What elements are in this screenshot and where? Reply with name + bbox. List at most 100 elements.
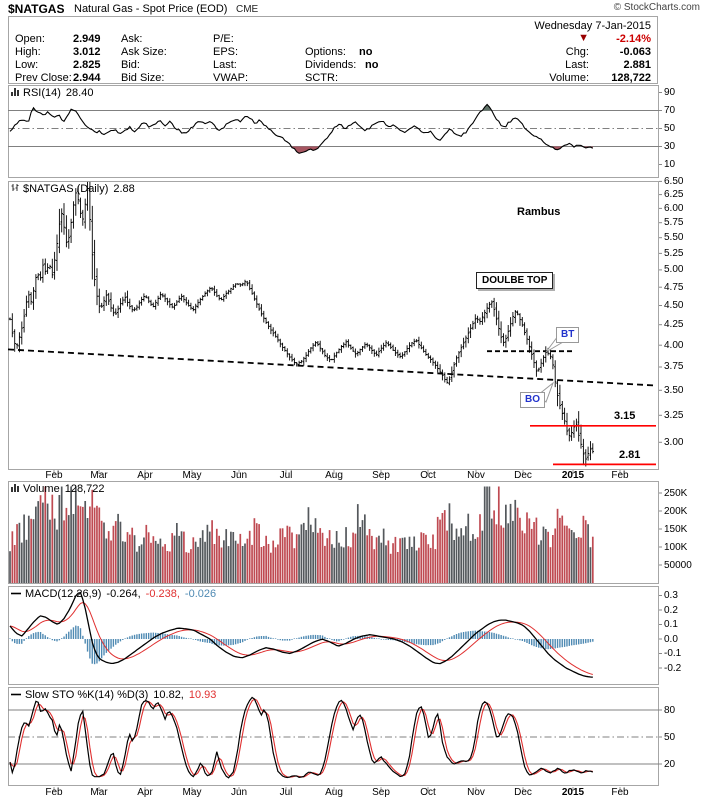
header-last-label: Last: xyxy=(565,59,589,71)
x-axis-label: Aug xyxy=(325,470,343,481)
y-axis-label: 6.50 xyxy=(664,175,684,187)
x-axis-label: Oct xyxy=(420,470,436,481)
x-axis-label: Apr xyxy=(137,470,153,481)
volume-title: Volume xyxy=(23,483,60,495)
x-axis-label: 2015 xyxy=(561,470,585,481)
stochastic-label-row: Slow STO %K(14) %D(3) 10.82, 10.93 xyxy=(11,689,216,701)
x-axis-label: Nov xyxy=(467,787,485,798)
y-axis-label: 0.2 xyxy=(664,604,678,616)
ask-label: Ask: xyxy=(121,33,143,45)
sto-d-value: 10.93 xyxy=(188,689,217,701)
y-axis-label: 20 xyxy=(664,758,676,770)
y-axis-label: 150K xyxy=(664,523,688,535)
macd-hist-value: -0.026 xyxy=(184,588,217,600)
y-axis-label: 3.00 xyxy=(664,436,684,448)
y-axis-label: 50 xyxy=(664,123,676,134)
x-axis-label: Jul xyxy=(279,470,293,481)
low-value: 2.825 xyxy=(73,59,101,71)
sto-title: Slow STO %K(14) %D(3) xyxy=(25,689,149,701)
y-axis-label: 3.25 xyxy=(664,409,684,421)
x-axis-label: Sep xyxy=(372,470,390,481)
header-volume-value: 128,722 xyxy=(611,72,651,84)
x-axis-label: Feb xyxy=(45,787,63,798)
x-axis: Feb Mar Apr May Jun Jul Aug Sep Oct Nov Dec 2015 Feb xyxy=(0,786,704,798)
x-axis-label: Sep xyxy=(372,787,390,798)
y-axis-label: 4.75 xyxy=(664,281,684,293)
pe-label: P/E: xyxy=(213,33,234,45)
y-axis-label: 3.75 xyxy=(664,361,684,373)
x-axis-label: Mar xyxy=(90,470,108,481)
sctr-label: SCTR: xyxy=(305,72,338,84)
volume-panel xyxy=(8,481,659,584)
y-axis-label: 5.25 xyxy=(664,247,684,259)
y-axis-label: 200K xyxy=(664,505,688,517)
last-label: Last: xyxy=(213,59,237,71)
macd-signal-value: -0.238, xyxy=(145,588,180,600)
ask-size-label: Ask Size: xyxy=(121,46,167,58)
ticker-description: Natural Gas - Spot Price (EOD) xyxy=(74,3,228,15)
y-axis-label: 6.00 xyxy=(664,202,684,214)
line-style-icon xyxy=(11,689,22,701)
x-axis-label: 2015 xyxy=(561,787,585,798)
support-level-label: 3.15 xyxy=(614,410,636,422)
chg-value: -0.063 xyxy=(619,46,651,58)
x-axis-label: Jun xyxy=(230,470,248,481)
x-axis-label: Dec xyxy=(514,787,532,798)
options-value: no xyxy=(359,46,373,58)
chg-label: Chg: xyxy=(565,46,589,58)
x-axis-label: Mar xyxy=(90,787,108,798)
y-axis-label: 10 xyxy=(664,159,676,170)
options-label: Options: xyxy=(305,46,346,58)
bar-chart-icon xyxy=(11,483,20,495)
copyright: © StockCharts.com xyxy=(613,2,700,13)
price-title: $NATGAS (Daily) xyxy=(23,183,109,195)
prev-close-value: 2.944 xyxy=(73,72,101,84)
x-axis-label: Apr xyxy=(137,787,153,798)
x-axis-label: Jul xyxy=(279,787,293,798)
header-last-value: 2.881 xyxy=(623,59,651,71)
y-axis-label: 5.50 xyxy=(664,232,684,244)
line-style-icon xyxy=(11,588,22,600)
x-axis-label: Aug xyxy=(325,787,343,798)
volume-value: 128,722 xyxy=(64,483,105,495)
price-style-icon xyxy=(11,183,20,195)
eps-label: EPS: xyxy=(213,46,239,58)
y-axis-label: 80 xyxy=(664,704,676,716)
high-label: High: xyxy=(15,46,41,58)
support-level-label: 2.81 xyxy=(619,449,641,461)
ticker-symbol: $NATGAS xyxy=(8,2,65,16)
open-value: 2.949 xyxy=(73,33,101,45)
x-axis-label: Feb xyxy=(45,470,63,481)
price-panel xyxy=(8,181,659,470)
rambus-annotation: Rambus xyxy=(517,206,561,218)
y-axis-label: -0.2 xyxy=(664,662,682,674)
quote-box: Open: 2.949 High: 3.012 Low: 2.825 Prev … xyxy=(8,16,658,84)
y-axis-label: 70 xyxy=(664,105,676,116)
macd-value: -0.264, xyxy=(106,588,141,600)
open-label: Open: xyxy=(15,33,45,45)
y-axis-label: 4.00 xyxy=(664,339,684,351)
ticker-exchange: CME xyxy=(236,4,259,15)
rsi-label-row: RSI(14) 28.40 xyxy=(11,87,93,99)
rsi-value: 28.40 xyxy=(65,87,94,99)
breakout-callout: BO xyxy=(520,392,545,408)
sto-k-value: 10.82, xyxy=(153,689,184,701)
price-last-value: 2.88 xyxy=(113,183,135,195)
y-axis-label: 50 xyxy=(664,731,676,743)
price-label-row: $NATGAS (Daily) 2.88 xyxy=(11,183,135,195)
y-axis-label: 4.25 xyxy=(664,319,684,331)
bar-chart-icon xyxy=(11,87,20,99)
x-axis-label: Feb xyxy=(611,787,629,798)
macd-label-row: MACD(12,26,9) -0.264, -0.238, -0.026 xyxy=(11,588,216,600)
last-row: Last: 2.881 xyxy=(565,59,651,71)
y-axis-label: 6.25 xyxy=(664,189,684,201)
x-axis-label: Dec xyxy=(514,470,532,481)
low-label: Low: xyxy=(15,59,39,71)
high-value: 3.012 xyxy=(73,46,101,58)
percent-change-row: ▼ -2.14% xyxy=(578,33,651,46)
rsi-panel xyxy=(8,85,659,178)
bid-label: Bid: xyxy=(121,59,140,71)
y-axis-label: 0.1 xyxy=(664,619,678,630)
x-axis-label: Nov xyxy=(467,470,485,481)
